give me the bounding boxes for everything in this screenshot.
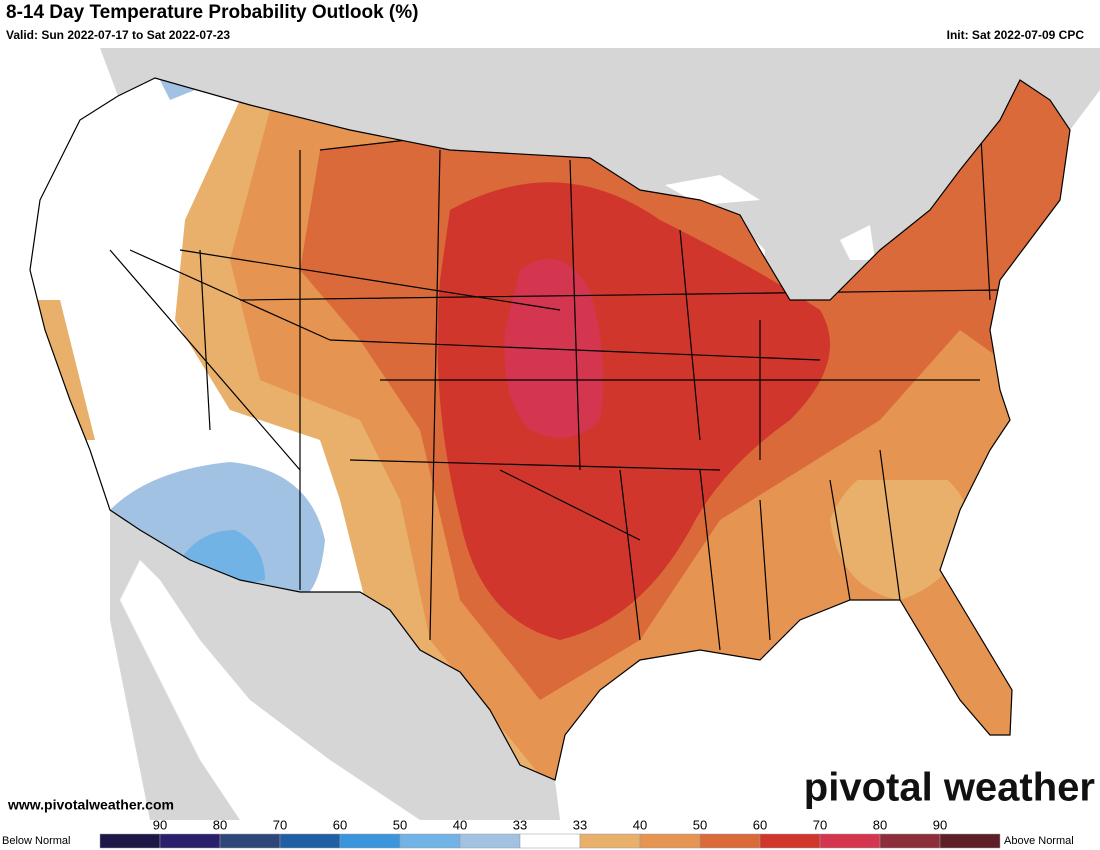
legend-swatch [339,833,401,849]
legend-swatch [639,833,701,849]
legend-swatch [219,833,281,849]
legend-swatch [579,833,641,849]
legend-swatch [759,833,821,849]
legend-tick-label: 50 [693,817,707,832]
legend-tick-label: 80 [213,817,227,832]
legend-swatch [459,833,521,849]
legend-swatch [99,833,161,849]
legend-swatch [699,833,761,849]
legend-swatch [879,833,941,849]
legend-tick-label: 90 [153,817,167,832]
legend-tick-label: 90 [933,817,947,832]
init-date: Init: Sat 2022-07-09 CPC [946,28,1084,42]
legend-tick-label: 70 [813,817,827,832]
below-label: Below Normal [2,835,70,847]
legend-tick-label: 50 [393,817,407,832]
legend-tick-label: 80 [873,817,887,832]
legend-tick-label: 60 [333,817,347,832]
site-url: www.pivotalweather.com [7,797,174,813]
legend-swatch [819,833,881,849]
legend-swatch [939,833,1001,849]
above-label: Above Normal [1004,835,1074,847]
legend-swatch [159,833,221,849]
legend-tick-label: 40 [453,817,467,832]
legend-swatch [519,833,581,849]
legend-tick-label: 33 [513,817,527,832]
mexico [110,510,560,820]
legend-tick-label: 60 [753,817,767,832]
legend-tick-label: 40 [633,817,647,832]
legend-tick-label: 33 [573,817,587,832]
title: 8-14 Day Temperature Probability Outlook… [6,2,419,23]
legend-swatch [399,833,461,849]
brand: pivotal weather [804,766,1095,810]
legend-tick-label: 70 [273,817,287,832]
legend-swatch [279,833,341,849]
valid-date: Valid: Sun 2022-07-17 to Sat 2022-07-23 [6,28,231,42]
